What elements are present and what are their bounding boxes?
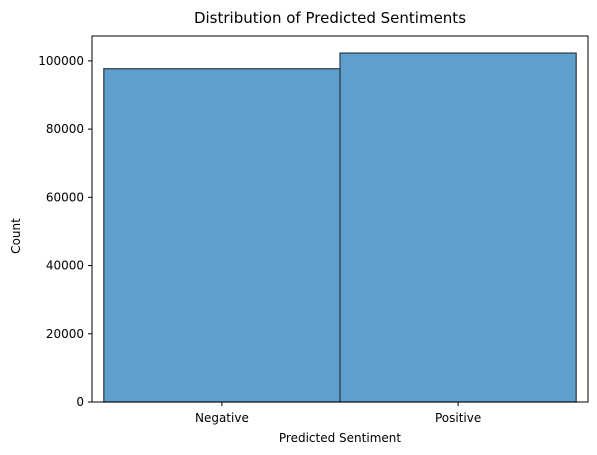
x-axis-label: Predicted Sentiment bbox=[279, 431, 401, 445]
y-tick-label-20000: 20000 bbox=[46, 327, 84, 341]
y-tick-label-60000: 60000 bbox=[46, 190, 84, 204]
y-tick-label-0: 0 bbox=[76, 395, 84, 409]
x-tick-label-negative: Negative bbox=[195, 411, 249, 425]
y-axis-label: Count bbox=[9, 218, 23, 254]
chart-title: Distribution of Predicted Sentiments bbox=[194, 9, 466, 27]
bars-layer bbox=[103, 52, 577, 403]
bar-positive bbox=[339, 52, 577, 403]
y-tick-label-40000: 40000 bbox=[46, 259, 84, 273]
plot-frame bbox=[91, 35, 589, 403]
y-tick-label-100000: 100000 bbox=[38, 54, 84, 68]
x-axis-ticks: Negative Positive bbox=[195, 402, 481, 425]
bar-negative bbox=[103, 68, 341, 403]
x-tick-label-positive: Positive bbox=[435, 411, 481, 425]
y-axis-ticks: 0 20000 40000 60000 80000 100000 bbox=[38, 54, 92, 409]
y-tick-label-80000: 80000 bbox=[46, 122, 84, 136]
